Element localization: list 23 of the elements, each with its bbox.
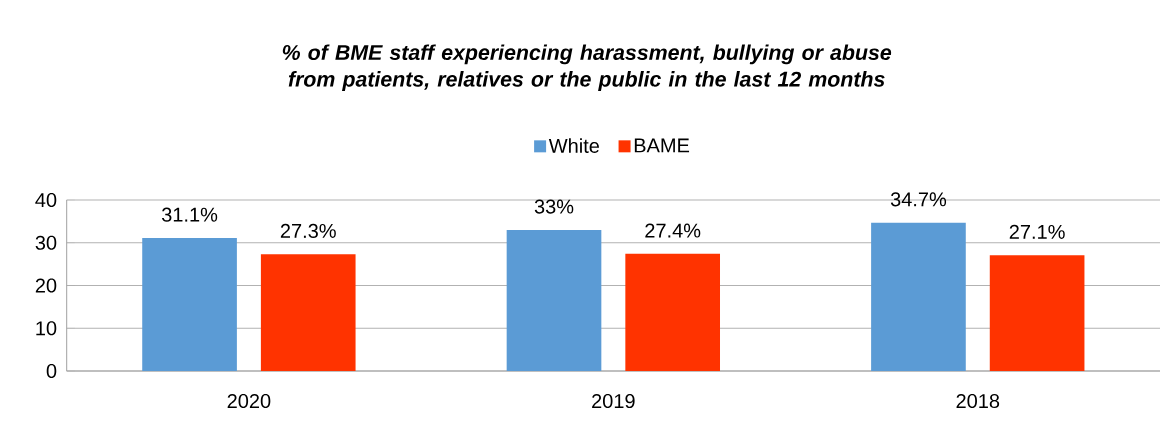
bar (625, 253, 721, 371)
legend-label: BAME (634, 138, 690, 153)
x-tick-label: 2019 (592, 393, 635, 409)
data-label: 27.3% (280, 223, 336, 239)
bar (260, 254, 356, 371)
y-tick-label: 20 (35, 278, 57, 293)
legend-label: White (548, 138, 599, 153)
data-label: 33% (534, 199, 574, 214)
y-tick-label: 10 (36, 321, 57, 336)
bar (989, 255, 1085, 371)
y-tick-label: 40 (35, 192, 57, 208)
bar (871, 222, 966, 371)
data-label: 34.7% (890, 192, 947, 207)
y-tick-label: 30 (35, 235, 57, 250)
bar (142, 238, 237, 371)
x-tick-label: 2018 (956, 393, 1000, 409)
bar (506, 229, 602, 371)
x-tick-label: 2020 (227, 393, 271, 409)
data-label: 27.1% (1009, 224, 1065, 239)
data-label: 27.4% (645, 223, 701, 238)
y-tick-label: 0 (46, 363, 57, 379)
data-label: 31.1% (161, 207, 218, 222)
chart-title: % of BME staff experiencing harassment, bullying or abuse from patients, relatives or the public in the last 12 months (282, 44, 892, 91)
